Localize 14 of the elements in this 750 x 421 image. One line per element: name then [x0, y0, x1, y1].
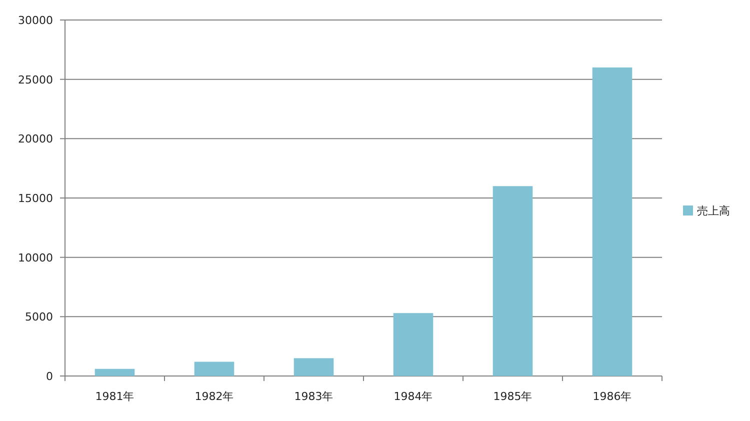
xtick: 1981年	[95, 390, 134, 403]
ytick: 15000	[18, 192, 53, 205]
ytick: 25000	[18, 73, 53, 86]
ytick: 10000	[18, 251, 53, 264]
xtick: 1984年	[394, 390, 433, 403]
ytick: 20000	[18, 132, 53, 146]
xtick: 1982年	[194, 390, 234, 403]
xtick: 1986年	[592, 390, 632, 403]
legend-label: 売上高	[697, 204, 730, 218]
xtick: 1983年	[294, 390, 334, 403]
ytick: 30000	[18, 14, 53, 27]
ytick: 5000	[25, 310, 53, 324]
ytick: 0	[46, 370, 53, 383]
xtick: 1985年	[493, 390, 532, 403]
